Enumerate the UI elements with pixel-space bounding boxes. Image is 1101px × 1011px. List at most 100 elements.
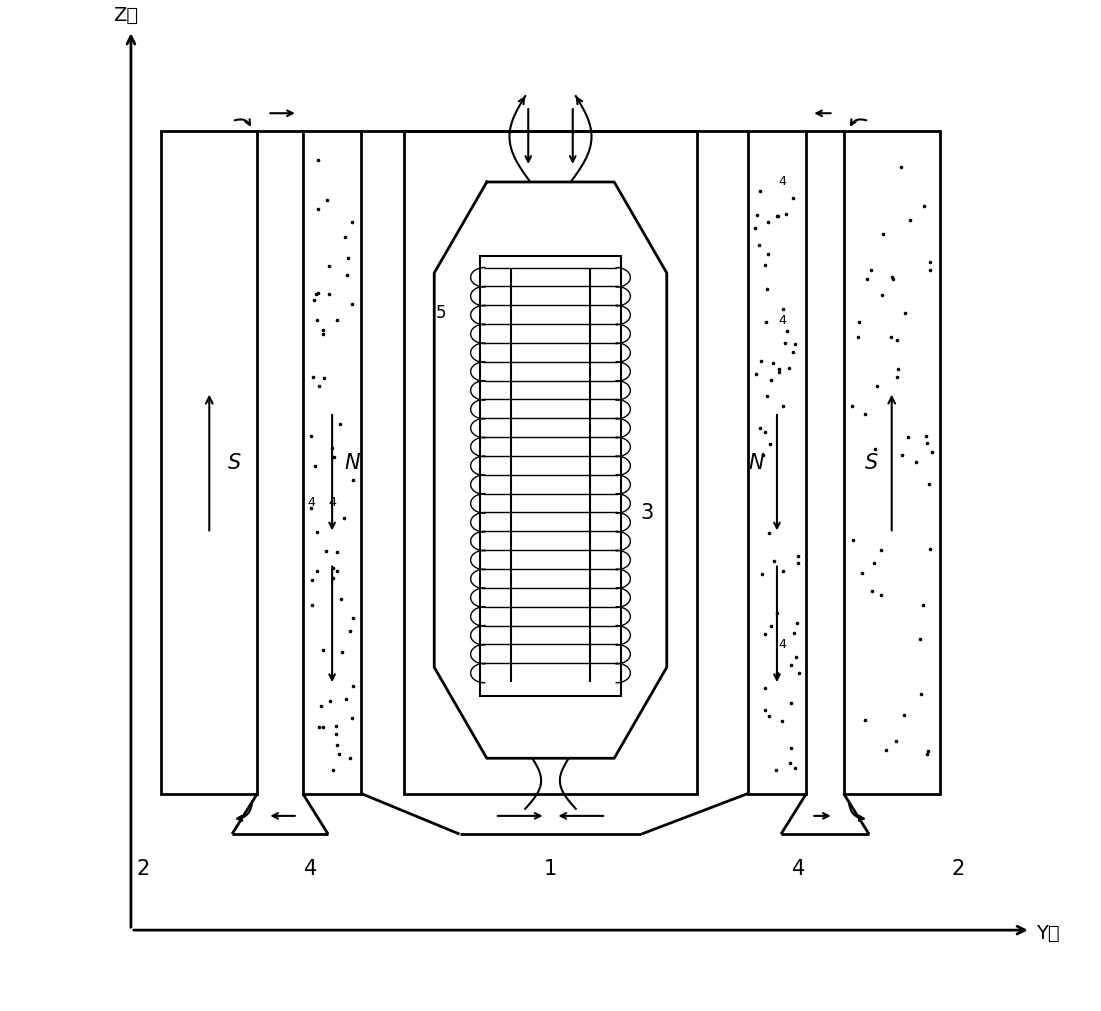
Point <box>918 746 936 762</box>
Point <box>751 183 768 199</box>
Point <box>304 596 321 613</box>
Point <box>896 304 914 320</box>
Point <box>323 441 340 457</box>
Point <box>342 295 360 311</box>
Point <box>751 421 768 437</box>
Point <box>783 695 800 711</box>
Point <box>877 742 895 758</box>
Point <box>310 719 328 735</box>
Point <box>328 544 346 560</box>
Point <box>872 587 890 604</box>
Point <box>855 713 873 729</box>
Point <box>873 286 891 302</box>
Point <box>889 369 906 385</box>
Point <box>324 559 341 575</box>
Point <box>337 691 355 707</box>
Point <box>324 570 341 586</box>
Point <box>303 572 320 588</box>
Point <box>762 618 780 634</box>
Text: 4: 4 <box>778 176 786 188</box>
Point <box>333 590 350 607</box>
Bar <box>843 131 940 794</box>
Point <box>850 313 868 330</box>
Point <box>306 458 324 474</box>
Point <box>341 749 359 765</box>
Bar <box>480 256 621 696</box>
Point <box>310 378 328 394</box>
Text: Y轴: Y轴 <box>1036 924 1059 942</box>
Point <box>784 190 802 206</box>
Text: 4: 4 <box>778 314 786 328</box>
Point <box>898 430 916 446</box>
Text: 3: 3 <box>640 503 653 523</box>
Text: N: N <box>345 453 360 472</box>
Point <box>307 286 325 302</box>
Point <box>328 563 346 579</box>
Point <box>326 449 344 465</box>
Point <box>308 524 326 540</box>
Point <box>843 398 861 415</box>
Point <box>756 425 774 441</box>
Point <box>315 321 333 338</box>
Point <box>761 708 778 724</box>
Point <box>774 398 792 415</box>
Point <box>912 631 929 647</box>
Point <box>844 532 862 548</box>
Point <box>776 335 794 351</box>
Point <box>302 428 319 444</box>
Point <box>756 703 774 719</box>
Point <box>308 311 326 328</box>
Point <box>765 553 783 569</box>
Point <box>330 746 348 762</box>
Point <box>315 370 333 386</box>
Point <box>320 258 338 274</box>
Point <box>890 361 907 377</box>
Point <box>328 312 346 329</box>
Text: 5: 5 <box>436 304 447 323</box>
Point <box>304 369 321 385</box>
Point <box>770 364 787 380</box>
Point <box>767 762 785 778</box>
Point <box>789 554 807 570</box>
Point <box>789 665 807 681</box>
Point <box>774 563 792 579</box>
Point <box>782 755 799 771</box>
Point <box>868 378 885 394</box>
Point <box>785 344 803 360</box>
Point <box>895 707 913 723</box>
Point <box>768 665 786 681</box>
Point <box>309 152 327 168</box>
Point <box>858 271 875 287</box>
Point <box>922 254 939 270</box>
Point <box>914 596 931 613</box>
Point <box>328 737 346 753</box>
Point <box>857 405 874 422</box>
Point <box>749 206 766 222</box>
Point <box>327 726 345 742</box>
Point <box>313 699 330 715</box>
Point <box>874 226 892 243</box>
Point <box>345 611 362 627</box>
Point <box>923 444 940 460</box>
Bar <box>161 131 258 794</box>
Bar <box>404 131 697 794</box>
Point <box>768 207 786 223</box>
Point <box>853 564 871 580</box>
Point <box>762 372 780 388</box>
Point <box>773 713 791 729</box>
Point <box>887 733 905 749</box>
Text: N: N <box>749 453 764 472</box>
Point <box>850 329 868 345</box>
Point <box>782 657 799 673</box>
Text: 4: 4 <box>328 496 336 510</box>
Point <box>863 582 881 599</box>
Point <box>314 719 331 735</box>
Point <box>331 417 349 433</box>
Point <box>920 476 938 492</box>
Point <box>757 314 775 331</box>
Point <box>892 159 909 175</box>
Point <box>780 360 797 376</box>
Text: 2: 2 <box>951 859 964 880</box>
Point <box>318 192 336 208</box>
Point <box>894 448 912 464</box>
